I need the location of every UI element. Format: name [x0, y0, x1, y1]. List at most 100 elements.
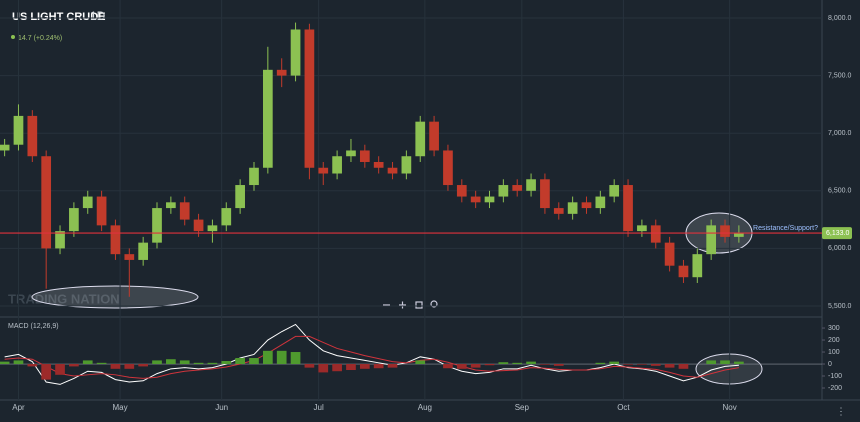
histogram-bar — [609, 361, 620, 365]
y-tick-label: 6,500.0 — [828, 188, 851, 195]
zoom-controls[interactable] — [383, 300, 438, 309]
candle-body — [249, 167, 259, 186]
candle-body — [692, 254, 703, 278]
histogram-bar — [650, 364, 661, 366]
histogram-bar — [207, 362, 218, 365]
candle-body — [623, 185, 633, 232]
candle-body — [179, 202, 190, 220]
histogram-bar — [415, 360, 426, 365]
interval: 1D — [90, 9, 106, 23]
x-tick-label: Apr — [12, 403, 25, 412]
y-tick-label: 5,500.0 — [828, 303, 851, 310]
histogram-bar — [138, 364, 149, 367]
candle-body — [207, 225, 218, 232]
histogram-bar — [678, 364, 689, 369]
candle-body — [512, 185, 523, 191]
histogram-bar — [179, 360, 190, 365]
zoom-fit[interactable] — [415, 301, 423, 309]
histogram-bar — [595, 362, 606, 365]
price-label: 6,133.0 — [826, 230, 849, 237]
zoom-reset[interactable] — [430, 300, 438, 308]
histogram-bar — [276, 350, 287, 365]
histogram-bar — [69, 364, 79, 367]
candle-body — [498, 185, 509, 197]
y-tick-label: 200 — [828, 337, 840, 344]
histogram-bar — [0, 361, 10, 365]
candle-body — [567, 202, 578, 214]
macd-line — [4, 335, 739, 379]
candle-body — [138, 242, 149, 260]
histogram-bar — [124, 364, 135, 369]
candle-body — [0, 144, 10, 151]
candle-body — [152, 208, 162, 243]
candle-body — [69, 208, 79, 232]
candle-body — [276, 69, 287, 76]
highlight-ellipse — [31, 285, 199, 309]
y-tick-label: 8,000.0 — [828, 15, 851, 22]
candle-body — [346, 150, 356, 157]
histogram-bar — [304, 364, 315, 368]
x-tick-label: May — [113, 403, 128, 412]
histogram-bar — [553, 364, 564, 366]
candle-body — [720, 225, 730, 237]
candle-body — [553, 208, 564, 214]
price-tag — [822, 227, 852, 240]
annotation: Resistance/Support? — [753, 225, 818, 232]
histogram-bar — [373, 364, 384, 369]
histogram-bar — [221, 361, 232, 365]
candle-body — [359, 150, 370, 162]
candle-body — [484, 196, 495, 203]
histogram-bar — [498, 362, 509, 365]
histogram-bar — [332, 364, 342, 372]
candle-body — [443, 150, 453, 186]
candle-body — [55, 231, 65, 249]
candle-body — [595, 196, 606, 209]
candle-body — [27, 115, 38, 157]
y-tick-label: -100 — [828, 373, 842, 380]
candle-body — [415, 121, 426, 157]
candle-body — [526, 179, 536, 191]
candle-body — [373, 161, 384, 168]
histogram-bar — [96, 362, 107, 365]
candle-body — [13, 115, 24, 145]
x-tick-label: Jul — [314, 403, 324, 412]
menu-icon[interactable]: ⋮ — [836, 407, 846, 418]
candle-body — [124, 254, 135, 260]
histogram-bar — [346, 364, 356, 371]
y-tick-label: 7,500.0 — [828, 72, 851, 79]
histogram-bar — [540, 364, 550, 365]
x-tick-label: Sep — [515, 403, 530, 412]
histogram-bar — [512, 362, 523, 365]
y-tick-label: -200 — [828, 385, 842, 392]
histogram-bar — [13, 360, 24, 365]
histogram-bar — [526, 361, 536, 365]
candle-body — [470, 196, 481, 203]
histogram-bar — [55, 364, 65, 375]
candle-body — [41, 156, 52, 249]
histogram-bar — [262, 350, 273, 365]
x-tick-label: Oct — [617, 403, 630, 412]
candle-body — [734, 233, 744, 237]
histogram-bar — [235, 358, 245, 365]
watermark: TRADING NATION — [8, 291, 120, 306]
panel-title: MACD (12,26,9) — [8, 323, 59, 330]
candle-body — [664, 242, 675, 266]
histogram-bar — [706, 360, 717, 365]
candle-body — [401, 156, 412, 174]
x-tick-label: Nov — [723, 403, 737, 412]
y-tick-label: 100 — [828, 349, 840, 356]
candle-body — [262, 69, 273, 168]
candle-body — [221, 208, 232, 226]
histogram-bar — [637, 364, 647, 365]
histogram-bar — [456, 364, 467, 369]
histogram-bar — [152, 360, 162, 365]
histogram-bar — [193, 362, 204, 365]
chart-title: US LIGHT CRUDE — [12, 11, 106, 23]
candle-body — [706, 225, 717, 255]
candle-body — [678, 265, 689, 278]
histogram-bar — [110, 364, 121, 369]
histogram-bar — [443, 364, 453, 369]
histogram-bar — [623, 364, 633, 365]
